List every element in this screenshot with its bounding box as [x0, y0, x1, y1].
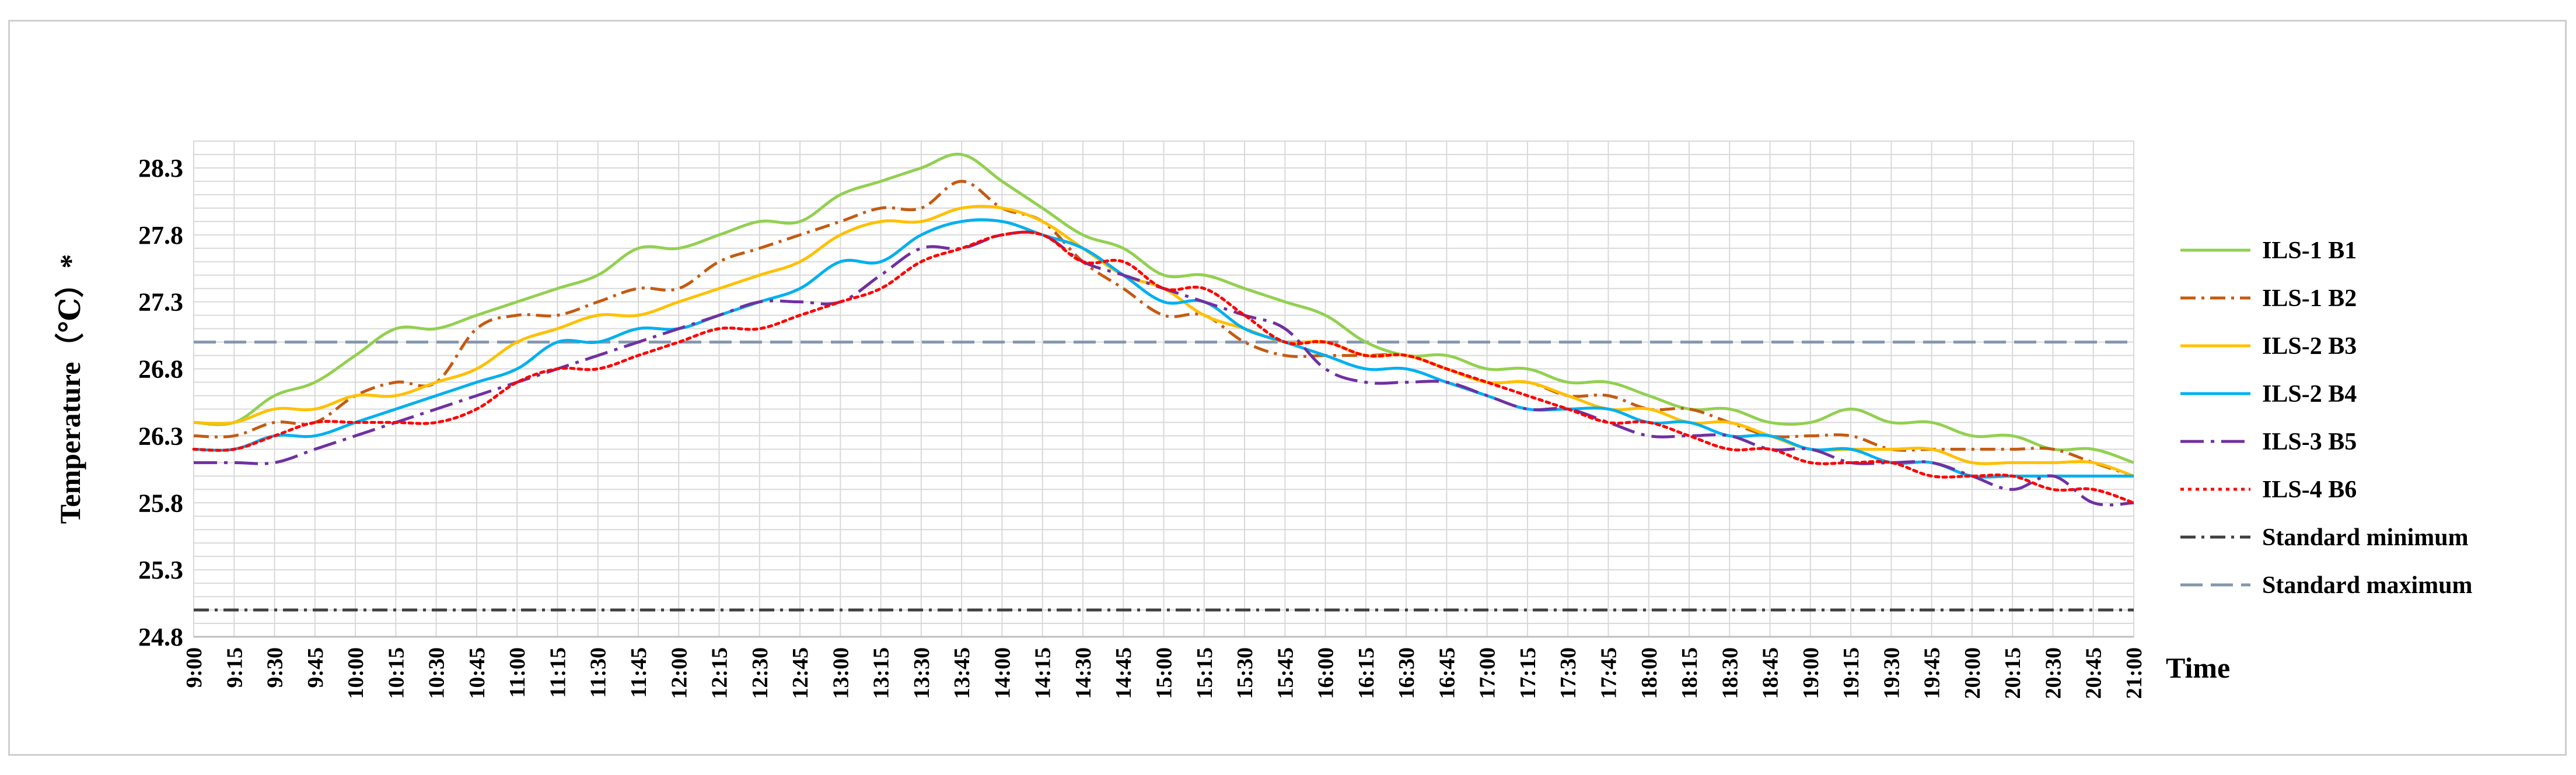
x-tick-label: 9:15 [222, 647, 247, 688]
x-tick-label: 9:45 [303, 647, 328, 688]
y-tick-label: 24.8 [138, 623, 183, 651]
y-axis-title: Temperature（℃）* [54, 254, 86, 524]
grid-lines [193, 141, 2134, 638]
chart-frame: 24.8 25.3 25.8 26.3 26.8 27.3 27.8 28.3 9:00 9:1… [8, 20, 2567, 756]
x-tick-label: 11:15 [546, 647, 570, 698]
x-tick-label: 18:45 [1759, 647, 1783, 699]
y-tick-label: 27.8 [138, 221, 183, 250]
x-tick-label: 17:00 [1476, 647, 1500, 699]
x-tick-label: 13:15 [869, 647, 894, 699]
x-tick-label: 18:00 [1637, 647, 1662, 699]
series-line-ils-1-b1 [193, 152, 2134, 464]
x-tick-label: 19:00 [1799, 647, 1823, 699]
y-axis-ticks: 24.8 25.3 25.8 26.3 26.8 27.3 27.8 28.3 [138, 154, 183, 651]
x-tick-label: 10:00 [344, 647, 368, 699]
x-tick-label: 13:00 [829, 647, 853, 699]
x-tick-label: 15:45 [1273, 647, 1298, 699]
x-tick-label: 15:15 [1193, 647, 1217, 699]
x-tick-label: 16:30 [1394, 647, 1419, 699]
x-tick-label: 10:15 [384, 647, 408, 699]
x-tick-label: 15:30 [1233, 647, 1257, 699]
x-tick-label: 19:45 [1920, 647, 1945, 699]
x-tick-label: 17:45 [1596, 647, 1621, 699]
y-tick-label: 26.3 [138, 422, 183, 450]
x-axis-title: Time [2166, 651, 2230, 684]
x-tick-label: 10:30 [425, 647, 449, 699]
x-tick-label: 12:30 [748, 647, 773, 699]
series-line-ils-4-b6 [192, 230, 2135, 504]
x-tick-label: 14:30 [1071, 647, 1096, 699]
x-tick-label: 20:30 [2041, 647, 2065, 699]
y-tick-label: 28.3 [138, 154, 183, 183]
x-tick-label: 20:15 [2001, 647, 2025, 699]
line-chart: 24.8 25.3 25.8 26.3 26.8 27.3 27.8 28.3 9:00 9:1… [54, 141, 2473, 699]
x-tick-label: 12:45 [788, 647, 813, 699]
legend-label: ILS-1 B2 [2262, 285, 2357, 312]
series-line-ils-1-b2 [193, 180, 2134, 478]
y-tick-label: 25.3 [138, 556, 183, 584]
x-tick-label: 19:30 [1879, 647, 1904, 699]
x-tick-label: 11:00 [505, 647, 530, 698]
x-tick-label: 9:00 [182, 647, 207, 688]
legend-label: ILS-2 B4 [2262, 381, 2357, 408]
x-tick-label: 18:30 [1718, 647, 1742, 699]
legend-label: ILS-1 B1 [2262, 237, 2357, 264]
legend-label: ILS-2 B3 [2262, 333, 2357, 360]
legend-label: ILS-4 B6 [2262, 476, 2357, 503]
legend: ILS-1 B1 ILS-1 B2 ILS-2 B3 ILS-2 B4 ILS-3 B5… [2180, 237, 2473, 599]
legend-label: Standard minimum [2262, 524, 2469, 551]
x-tick-label: 20:45 [2082, 647, 2106, 699]
y-tick-label: 26.8 [138, 355, 183, 384]
x-tick-label: 14:45 [1112, 647, 1136, 699]
legend-label: Standard maximum [2262, 572, 2473, 599]
x-tick-label: 10:45 [465, 647, 490, 699]
x-tick-label: 12:15 [708, 647, 732, 699]
x-tick-label: 14:00 [990, 647, 1015, 699]
x-tick-label: 17:30 [1556, 647, 1581, 699]
x-tick-label: 11:45 [627, 647, 651, 698]
x-tick-label: 16:45 [1435, 647, 1459, 699]
x-tick-label: 17:15 [1516, 647, 1540, 699]
x-tick-label: 19:15 [1839, 647, 1864, 699]
x-tick-label: 14:15 [1031, 647, 1055, 699]
legend-label: ILS-3 B5 [2262, 429, 2357, 455]
series-lines [192, 152, 2135, 507]
x-tick-label: 16:00 [1314, 647, 1338, 699]
x-tick-label: 16:15 [1354, 647, 1379, 699]
x-tick-label: 12:00 [667, 647, 691, 699]
x-tick-label: 20:00 [1960, 647, 1985, 699]
x-tick-label: 9:30 [263, 647, 288, 688]
x-tick-label: 18:15 [1677, 647, 1702, 699]
y-tick-label: 25.8 [138, 489, 183, 517]
x-tick-label: 15:00 [1152, 647, 1177, 699]
series-line-ils-2-b4 [193, 218, 2134, 479]
x-tick-label: 11:30 [586, 647, 611, 698]
x-tick-label: 21:00 [2122, 647, 2147, 699]
x-axis-ticks: 9:00 9:15 9:30 9:45 10:00 10:15 10:30 10:45 11:0… [182, 647, 2147, 699]
x-tick-label: 13:45 [950, 647, 974, 699]
x-tick-label: 13:30 [910, 647, 934, 699]
y-tick-label: 27.3 [138, 288, 183, 317]
